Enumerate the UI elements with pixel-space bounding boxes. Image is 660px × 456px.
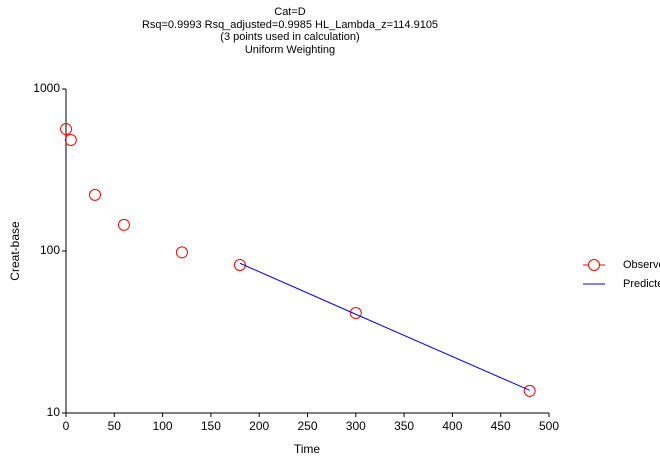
data-point: [64, 134, 77, 147]
x-tick-label: 150: [201, 419, 221, 433]
x-tick-label: 200: [249, 419, 269, 433]
y-tick-label: 10: [47, 405, 61, 419]
data-point: [523, 384, 536, 397]
data-point: [60, 123, 72, 136]
series-line: [239, 262, 530, 391]
x-axis-label: Time: [294, 442, 321, 456]
x-tick-label: 0: [63, 419, 70, 433]
data-point: [233, 258, 246, 271]
x-tick-label: 50: [108, 419, 122, 433]
y-tick-label: 1000: [33, 81, 60, 95]
chart-subtitle: Uniform Weighting: [245, 44, 335, 56]
data-point: [349, 307, 362, 320]
legend-label: Predicted: [623, 278, 660, 290]
chart-subtitle: Rsq=0.9993 Rsq_adjusted=0.9985 HL_Lambda…: [142, 19, 438, 31]
y-tick-label: 100: [40, 243, 60, 257]
data-point: [88, 188, 101, 201]
x-tick-label: 100: [153, 419, 173, 433]
y-axis-label: Creat-base: [8, 221, 22, 281]
legend-label: Observed: [623, 259, 660, 271]
chart-subtitle: (3 points used in calculation): [220, 31, 359, 43]
legend-marker: [588, 259, 600, 271]
x-tick-label: 450: [491, 419, 511, 433]
x-tick-label: 300: [346, 419, 366, 433]
x-tick-label: 250: [297, 419, 317, 433]
chart-title: Cat=D: [274, 6, 306, 18]
x-tick-label: 500: [539, 419, 559, 433]
x-tick-label: 350: [394, 419, 414, 433]
data-point: [175, 246, 188, 259]
data-point: [117, 218, 130, 231]
x-tick-label: 400: [442, 419, 462, 433]
